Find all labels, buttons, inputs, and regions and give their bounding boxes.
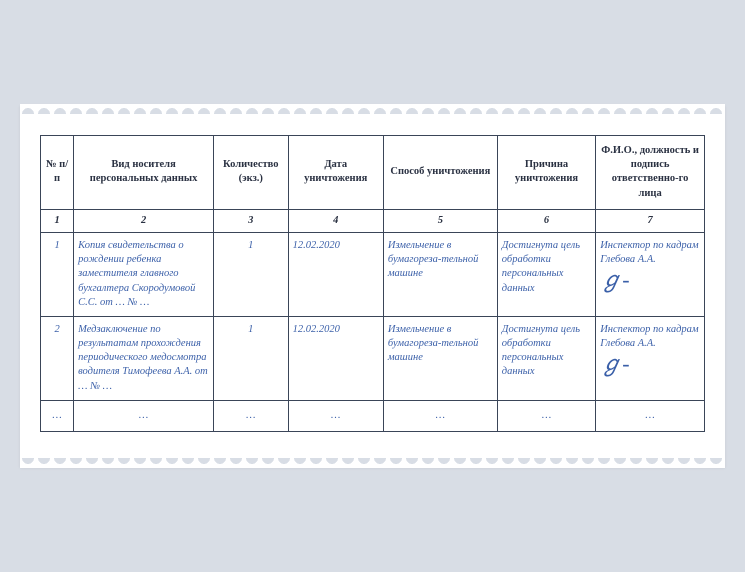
cell-sign: Инспектор по кадрам Глебова А.А. ℊ-: [596, 232, 705, 316]
header-qty: Количество (экз.): [213, 136, 288, 210]
colnum: 2: [74, 209, 214, 232]
sign-text: Инспектор по кадрам Глебова А.А.: [600, 240, 698, 265]
cell-qty: 1: [213, 232, 288, 316]
ellipsis-cell: …: [41, 400, 74, 431]
cell-date: 12.02.2020: [288, 232, 383, 316]
cell-method: Измельчение в бумагореза-тельной машине: [383, 232, 497, 316]
ellipsis-cell: …: [288, 400, 383, 431]
cell-num: 1: [41, 232, 74, 316]
ellipsis-row: … … … … … … …: [41, 400, 705, 431]
header-reason: Причина уничтожения: [497, 136, 595, 210]
ellipsis-cell: …: [74, 400, 214, 431]
cell-method: Измельчение в бумагореза-тельной машине: [383, 316, 497, 400]
ellipsis-cell: …: [213, 400, 288, 431]
destruction-log-table: № п/п Вид носителя персональных данных К…: [40, 135, 705, 432]
cell-carrier: Медзаключение по результатам прохождения…: [74, 316, 214, 400]
header-sign: Ф.И.О., должность и подпись ответственно…: [596, 136, 705, 210]
header-num: № п/п: [41, 136, 74, 210]
table-row: 1 Копия свидетельства о рождении ребенка…: [41, 232, 705, 316]
cell-sign: Инспектор по кадрам Глебова А.А. ℊ-: [596, 316, 705, 400]
colnum: 3: [213, 209, 288, 232]
signature-mark: ℊ-: [600, 353, 700, 375]
ellipsis-cell: …: [596, 400, 705, 431]
ellipsis-cell: …: [497, 400, 595, 431]
ellipsis-cell: …: [383, 400, 497, 431]
colnum: 1: [41, 209, 74, 232]
cell-num: 2: [41, 316, 74, 400]
document-paper: № п/п Вид носителя персональных данных К…: [20, 105, 725, 467]
sign-text: Инспектор по кадрам Глебова А.А.: [600, 324, 698, 349]
cell-qty: 1: [213, 316, 288, 400]
colnum: 6: [497, 209, 595, 232]
cell-reason: Достигнута цель обработки персональных д…: [497, 316, 595, 400]
signature-mark: ℊ-: [600, 269, 700, 291]
header-carrier: Вид носителя персональных данных: [74, 136, 214, 210]
header-method: Способ уничтожения: [383, 136, 497, 210]
cell-reason: Достигнута цель обработки персональных д…: [497, 232, 595, 316]
colnum: 5: [383, 209, 497, 232]
table-header: № п/п Вид носителя персональных данных К…: [41, 136, 705, 210]
colnum: 4: [288, 209, 383, 232]
colnum: 7: [596, 209, 705, 232]
table-row: 2 Медзаключение по результатам прохожден…: [41, 316, 705, 400]
cell-carrier: Копия свидетельства о рождении ребенка з…: [74, 232, 214, 316]
header-date: Дата уничтожения: [288, 136, 383, 210]
cell-date: 12.02.2020: [288, 316, 383, 400]
column-number-row: 1 2 3 4 5 6 7: [41, 209, 705, 232]
